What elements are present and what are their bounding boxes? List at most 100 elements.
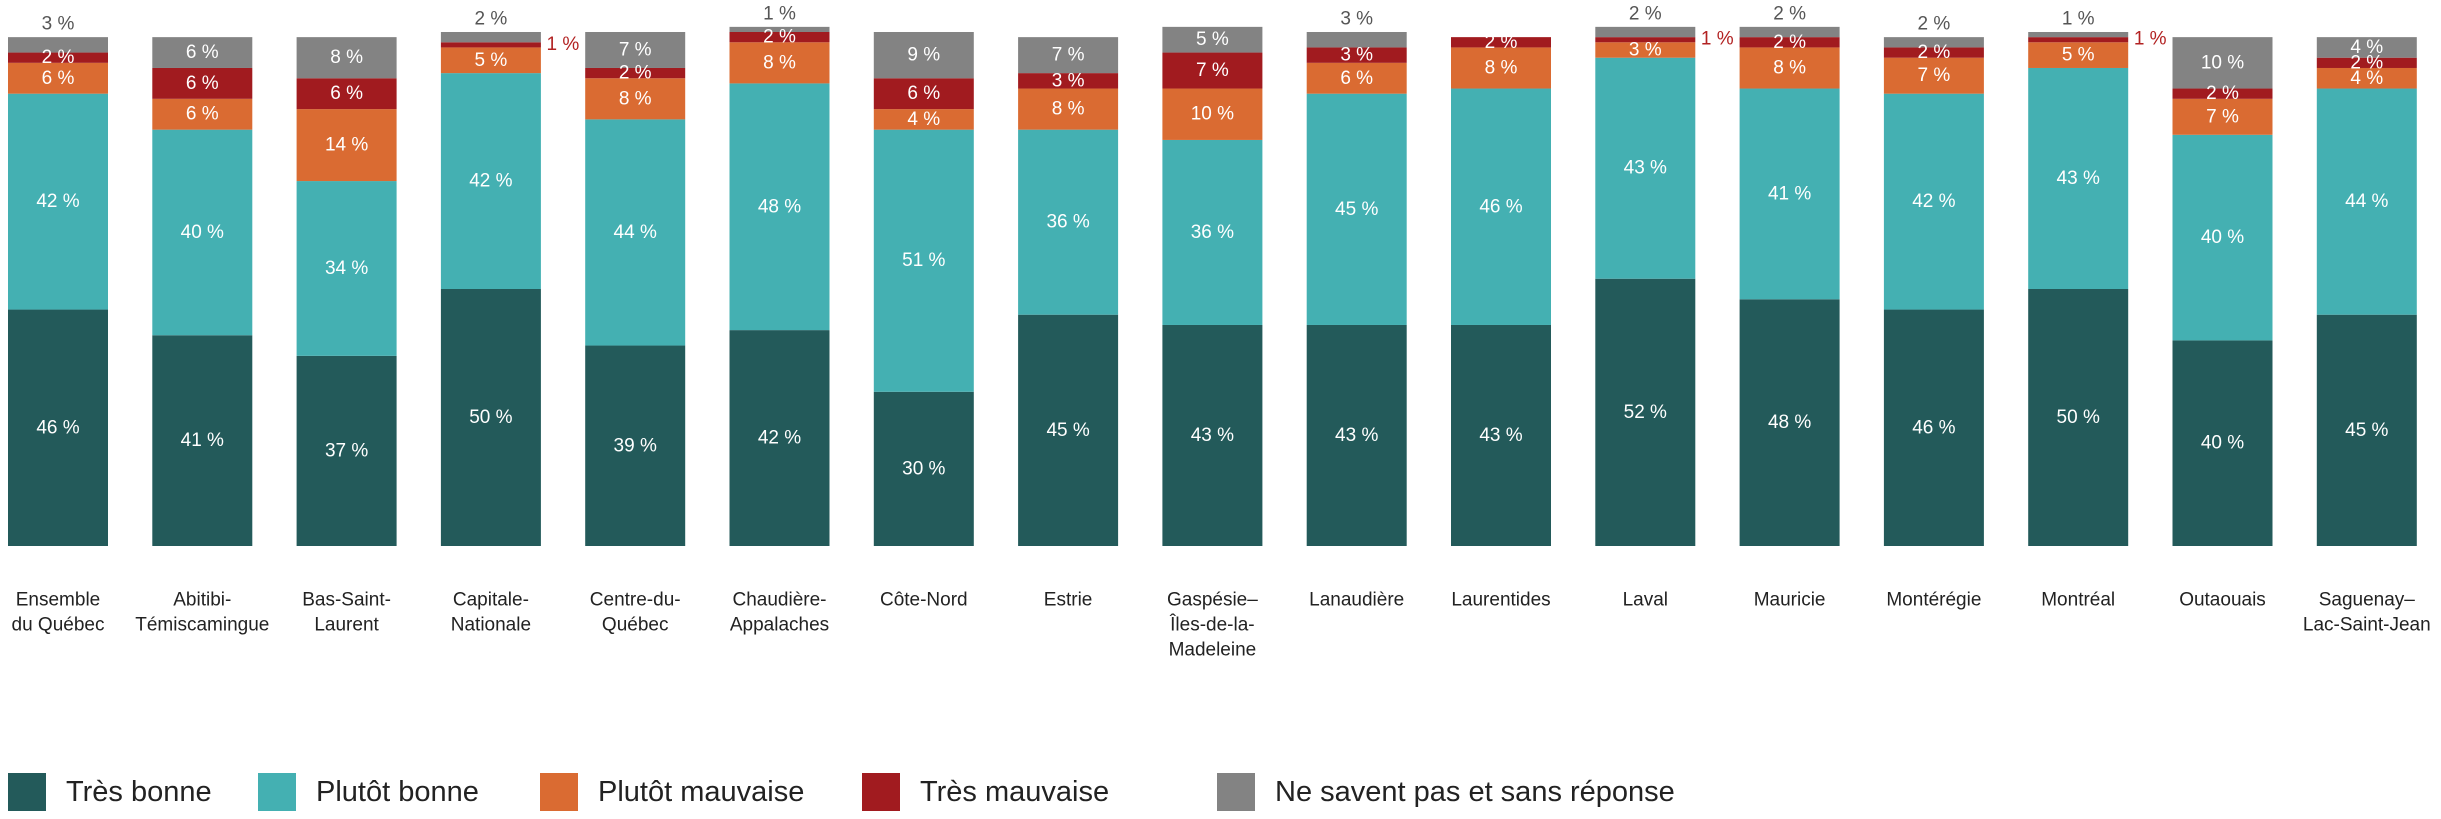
data-label: 2 % — [763, 27, 796, 48]
bar-segment-plutot-mauvaise — [1306, 62, 1407, 94]
data-label: 6 % — [186, 104, 219, 125]
bar-segment-tres-mauvaise — [152, 67, 253, 99]
bar-segment-plutot-mauvaise — [1162, 88, 1263, 140]
legend-item-tres-bonne: Très bonne — [8, 772, 212, 812]
data-label: 2 % — [1918, 42, 1951, 63]
bar-segment-plutot-mauvaise — [729, 42, 830, 84]
data-label: 46 % — [1912, 417, 1955, 438]
bar-segment-plutot-mauvaise — [2028, 42, 2129, 68]
data-label: 8 % — [1485, 57, 1518, 78]
data-label: 2 % — [1773, 32, 1806, 53]
category-label: Appalaches — [730, 615, 829, 636]
bar-segment-plutot-bonne — [729, 83, 830, 331]
data-label: 41 % — [1768, 183, 1811, 204]
data-label-outside: 1 % — [547, 34, 580, 55]
data-label: 3 % — [1052, 70, 1085, 91]
data-label: 34 % — [325, 258, 368, 279]
data-label: 6 % — [186, 42, 219, 63]
data-label: 4 % — [2350, 68, 2383, 89]
data-label: 44 % — [614, 222, 657, 243]
bar-segment-tres-bonne — [1451, 324, 1551, 546]
legend-item-plutot-bonne: Plutôt bonne — [258, 772, 479, 812]
data-label: 37 % — [325, 440, 368, 461]
category-label: Îles-de-la- — [1169, 614, 1254, 636]
bar-segment-plutot-bonne — [1595, 57, 1696, 279]
bar-segment-tres-bonne — [1883, 309, 1984, 546]
data-label: 41 % — [181, 430, 224, 451]
bar-segment-tres-bonne — [1018, 314, 1119, 546]
chart-legend: Très bonne Plutôt bonne Plutôt mauvaise Trè… — [0, 772, 2441, 812]
bar-segment-plutot-bonne — [873, 129, 974, 392]
bar-segment-ne-savent-pas — [1306, 32, 1407, 48]
data-label: 36 % — [1191, 222, 1234, 243]
bar-segment-plutot-mauvaise — [152, 98, 253, 130]
legend-swatch — [258, 773, 296, 811]
data-label: 46 % — [36, 417, 79, 438]
data-label: 45 % — [1046, 420, 1089, 441]
bar-segment-plutot-mauvaise — [1018, 88, 1119, 130]
legend-item-tres-mauvaise: Très mauvaise — [862, 772, 1109, 812]
data-label: 30 % — [902, 458, 945, 479]
legend-swatch — [1217, 773, 1255, 811]
data-label: 42 % — [36, 191, 79, 212]
data-label: 43 % — [1624, 158, 1667, 179]
data-label: 39 % — [614, 435, 657, 456]
data-label: 45 % — [2345, 420, 2388, 441]
data-label: 42 % — [1912, 191, 1955, 212]
data-label: 4 % — [2350, 37, 2383, 58]
bar-segment-tres-bonne — [873, 391, 974, 546]
bar-segment-tres-bonne — [1595, 278, 1696, 546]
category-label: Gaspésie– — [1167, 590, 1258, 611]
legend-item-ne-savent-pas: Ne savent pas et sans réponse — [1217, 772, 1675, 812]
bar-segment-plutot-bonne — [1018, 129, 1119, 315]
data-label-above: 2 % — [1773, 3, 1806, 24]
data-label: 6 % — [186, 73, 219, 94]
bar-segment-tres-bonne — [152, 335, 253, 546]
data-label: 7 % — [1918, 65, 1951, 86]
data-label: 7 % — [1196, 60, 1229, 81]
bar-segment-tres-bonne — [2028, 289, 2129, 546]
bar-segment-tres-mauvaise — [1739, 37, 1840, 48]
bar-segment-plutot-mauvaise — [1739, 47, 1840, 89]
category-label: Laurent — [314, 615, 379, 636]
bar-segment-tres-mauvaise — [296, 78, 397, 110]
data-label-outside: 1 % — [2134, 29, 2167, 50]
bar-segment-tres-mauvaise — [1306, 47, 1407, 63]
bar-segment-tres-bonne — [296, 355, 397, 546]
bar-segment-tres-mauvaise — [2028, 37, 2129, 43]
bar-segment-ne-savent-pas — [152, 37, 253, 68]
bar-segment-plutot-mauvaise — [2316, 67, 2417, 89]
data-label: 10 % — [2201, 52, 2244, 73]
bar-segment-ne-savent-pas — [2172, 37, 2273, 89]
data-label: 52 % — [1624, 402, 1667, 423]
data-label: 5 % — [475, 50, 508, 71]
data-label-above: 1 % — [2062, 9, 2095, 30]
bar-segment-ne-savent-pas — [873, 32, 974, 79]
category-label: Abitibi- — [173, 590, 231, 611]
category-label: Montréal — [2041, 590, 2115, 611]
bar-segment-tres-bonne — [1739, 299, 1840, 546]
bar-segment-tres-mauvaise — [585, 67, 686, 79]
data-label: 6 % — [1340, 68, 1373, 89]
data-label: 40 % — [2201, 433, 2244, 454]
category-label: Québec — [602, 615, 669, 636]
category-label: Outaouais — [2179, 590, 2266, 611]
category-label: Nationale — [451, 615, 531, 636]
bar-segment-tres-mauvaise — [1018, 73, 1119, 89]
data-label: 50 % — [469, 407, 512, 428]
data-label: 46 % — [1479, 196, 1522, 217]
data-label: 7 % — [1052, 45, 1085, 66]
bar-segment-plutot-bonne — [2172, 134, 2273, 341]
data-label: 51 % — [902, 250, 945, 271]
bar-segment-ne-savent-pas — [1162, 26, 1263, 53]
bar-segment-tres-mauvaise — [1162, 52, 1263, 89]
data-label: 6 % — [907, 83, 940, 104]
data-label: 2 % — [42, 47, 75, 68]
bar-segment-plutot-mauvaise — [585, 78, 686, 120]
category-label: Madeleine — [1169, 640, 1257, 661]
bar-segment-plutot-bonne — [1883, 93, 1984, 310]
category-label: Lanaudière — [1309, 590, 1404, 611]
bar-segment-tres-mauvaise — [2172, 88, 2273, 99]
data-label: 8 % — [1773, 57, 1806, 78]
